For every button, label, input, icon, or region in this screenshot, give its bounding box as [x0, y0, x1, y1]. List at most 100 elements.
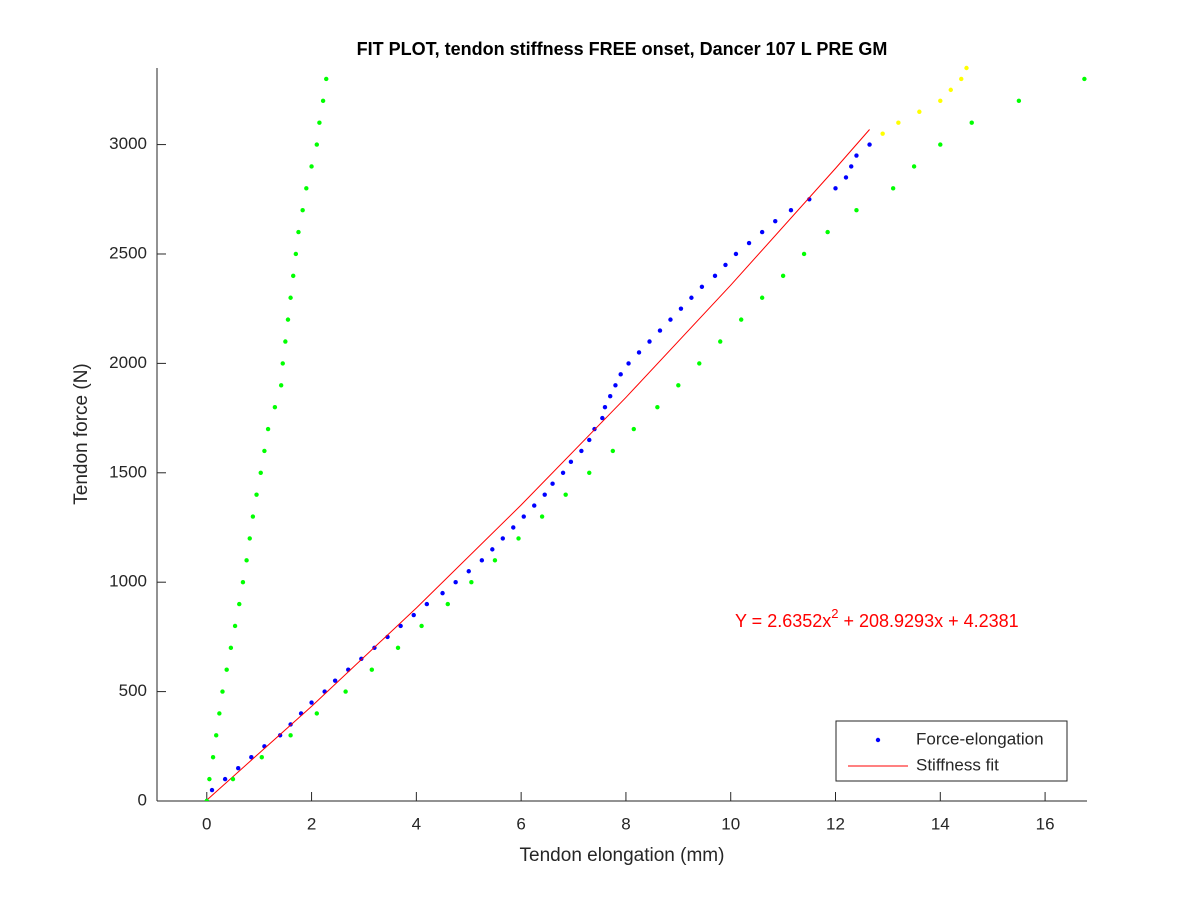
data-point — [587, 437, 592, 443]
data-point — [369, 667, 375, 672]
data-point — [532, 503, 537, 508]
data-point — [867, 142, 872, 147]
x-tick-label: 8 — [621, 814, 630, 833]
data-point — [228, 645, 234, 651]
data-point — [288, 733, 293, 738]
data-point — [833, 186, 838, 191]
data-point — [587, 470, 592, 475]
data-point — [398, 623, 403, 629]
data-point — [250, 514, 256, 519]
data-point — [272, 404, 278, 410]
y-tick-label: 2500 — [109, 243, 147, 262]
data-point — [849, 164, 854, 169]
data-point — [759, 229, 765, 235]
data-point — [948, 87, 953, 93]
equation-part: Y = 2.6352x — [735, 611, 831, 631]
equation-part: + 208.9293x + 4.2381 — [838, 611, 1018, 631]
data-point — [293, 251, 299, 257]
data-point — [1082, 76, 1087, 82]
data-point — [608, 394, 613, 399]
data-point — [244, 558, 249, 563]
data-point — [969, 120, 974, 125]
data-point — [280, 361, 285, 366]
data-point — [207, 776, 212, 782]
data-point — [801, 251, 807, 257]
legend-label: Force-elongation — [916, 729, 1044, 748]
data-point — [563, 492, 568, 497]
data-point — [500, 536, 506, 541]
data-point — [343, 689, 348, 694]
fit-line — [206, 129, 870, 801]
data-point — [317, 120, 322, 125]
data-point — [568, 459, 574, 465]
data-point — [733, 251, 739, 257]
x-tick-label: 2 — [307, 814, 316, 833]
data-point — [825, 229, 830, 235]
data-point — [938, 98, 943, 104]
data-point — [492, 558, 498, 563]
data-point — [230, 776, 236, 782]
data-point — [277, 733, 283, 738]
data-point — [657, 328, 663, 333]
data-point — [324, 76, 329, 82]
data-point — [291, 273, 296, 279]
data-point — [214, 733, 219, 738]
data-point — [723, 262, 728, 268]
x-tick-label: 16 — [1036, 814, 1055, 833]
data-point — [240, 579, 246, 585]
data-point — [236, 765, 241, 771]
x-tick-label: 6 — [516, 814, 525, 833]
data-point — [395, 645, 401, 651]
equation-part: 2 — [831, 606, 838, 621]
data-point — [613, 383, 618, 388]
y-tick-label: 1500 — [109, 462, 147, 481]
data-point — [309, 700, 314, 705]
y-tick-label: 500 — [119, 681, 147, 700]
data-point — [285, 317, 291, 322]
data-point — [419, 623, 424, 629]
data-point — [964, 65, 969, 71]
data-point — [232, 623, 238, 629]
data-point — [332, 678, 338, 683]
data-point — [262, 448, 267, 454]
data-point — [424, 601, 430, 607]
data-point — [258, 470, 263, 475]
data-point — [469, 579, 474, 585]
data-point — [490, 547, 495, 552]
y-axis-label: Tendon force (N) — [71, 363, 92, 505]
data-point — [602, 404, 608, 410]
data-point — [278, 383, 284, 388]
data-point — [560, 470, 566, 475]
data-point — [626, 361, 631, 366]
data-point — [304, 186, 309, 191]
data-point — [259, 755, 264, 760]
data-point — [699, 284, 705, 290]
data-point — [204, 798, 209, 801]
data-point — [917, 109, 922, 114]
data-point — [738, 317, 744, 322]
data-point — [309, 164, 314, 169]
y-tick-label: 0 — [138, 790, 147, 809]
data-point — [880, 131, 885, 136]
data-point — [896, 120, 901, 125]
data-point — [539, 514, 545, 519]
data-point — [780, 273, 786, 279]
data-point — [712, 273, 718, 279]
data-point — [453, 579, 458, 585]
data-point — [618, 372, 623, 377]
data-point — [610, 448, 616, 454]
data-point — [911, 164, 917, 169]
data-point — [262, 744, 267, 749]
data-point — [224, 667, 229, 672]
data-point — [359, 656, 364, 661]
data-point — [689, 295, 694, 300]
data-point — [210, 755, 216, 760]
x-tick-label: 12 — [826, 814, 845, 833]
data-point — [697, 361, 702, 366]
plot-area — [204, 65, 1087, 801]
data-point — [521, 514, 526, 519]
data-point — [746, 240, 752, 246]
data-point — [668, 317, 673, 322]
data-point — [854, 153, 859, 158]
